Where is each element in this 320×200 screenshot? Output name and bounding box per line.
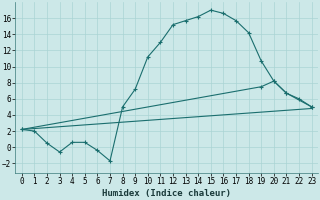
X-axis label: Humidex (Indice chaleur): Humidex (Indice chaleur) [102, 189, 231, 198]
